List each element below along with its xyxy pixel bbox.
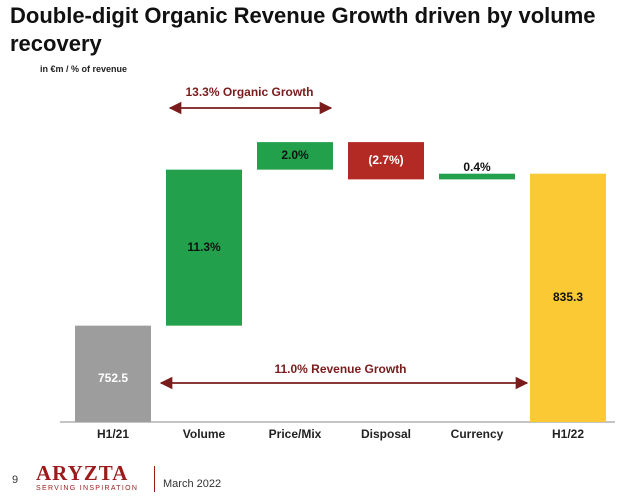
- company-logo: ARYZTA SERVING INSPIRATION: [36, 462, 152, 496]
- category-label-h1-21: H1/21: [97, 427, 129, 441]
- footer-date: March 2022: [163, 478, 222, 490]
- footer-divider: [154, 466, 155, 492]
- organic-growth-label: 13.3% Organic Growth: [185, 85, 313, 99]
- data-label-volume: 11.3%: [187, 240, 221, 254]
- logo-text: ARYZTA: [36, 461, 129, 485]
- category-label-volume: Volume: [183, 427, 226, 441]
- data-label-h1-22: 835.3: [553, 290, 583, 304]
- unit-note: in €m / % of revenue: [40, 64, 128, 74]
- bar-price-mix: [257, 142, 333, 170]
- category-label-disposal: Disposal: [361, 427, 411, 441]
- category-label-price-mix: Price/Mix: [269, 427, 322, 441]
- data-label-disposal: (2.7%): [368, 153, 403, 167]
- page-title: Double-digit Organic Revenue Growth driv…: [10, 3, 596, 56]
- data-label-h1-21: 752.5: [98, 371, 128, 385]
- bar-h1-21: [75, 325, 151, 422]
- category-label-currency: Currency: [451, 427, 504, 441]
- bar-volume: [166, 169, 242, 326]
- revenue-growth-label: 11.0% Revenue Growth: [274, 362, 406, 376]
- page-number: 9: [12, 474, 19, 486]
- bar-disposal: [348, 142, 424, 180]
- bar-currency: [439, 173, 515, 180]
- bar-h1-22: [530, 173, 606, 422]
- data-label-currency: 0.4%: [463, 160, 491, 174]
- logo-tagline: SERVING INSPIRATION: [36, 485, 139, 492]
- category-label-h1-22: H1/22: [552, 427, 584, 441]
- data-label-price-mix: 2.0%: [281, 148, 309, 162]
